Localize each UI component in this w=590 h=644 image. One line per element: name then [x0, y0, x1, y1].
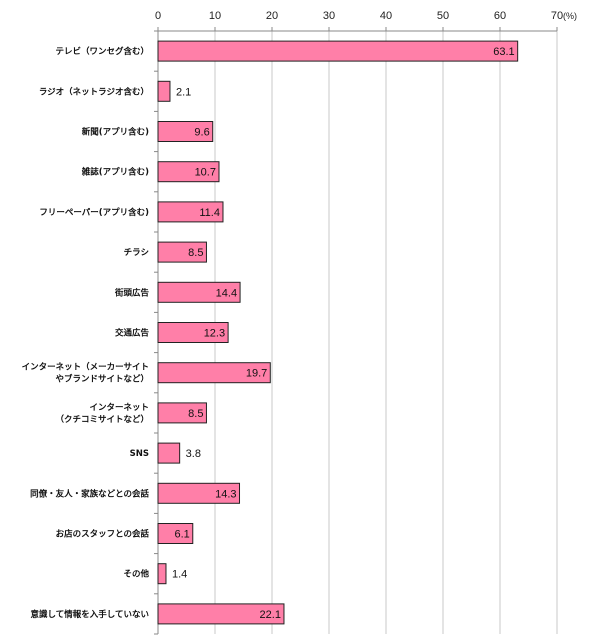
category-label-line: インターネット	[89, 402, 149, 413]
x-tick-label: 0	[155, 10, 161, 22]
category-label-line: 同僚・友人・家族などとの会話	[30, 488, 149, 499]
value-label: 6.1	[174, 529, 189, 541]
value-label: 22.1	[260, 609, 281, 621]
bar	[157, 241, 207, 263]
x-tick-label: 10	[209, 10, 221, 22]
bar	[157, 523, 194, 544]
category-label-line: お店のスタッフとの会話	[56, 529, 150, 540]
value-label: 14.4	[216, 287, 237, 299]
category-labels: テレビ（ワンセグ含む） ラジオ（ネットラジオ含む） 新聞(アプリ含む) 雑誌(アプリ含…	[22, 46, 150, 620]
value-label: 14.3	[215, 488, 236, 500]
category-label: フリーペーパー(アプリ含む)	[39, 207, 149, 218]
category-label-line: 交通広告	[115, 328, 150, 339]
category-label-line: SNS	[130, 449, 149, 459]
category-label-line: 街頭広告	[114, 287, 150, 298]
category-label-line: （クチコミサイトなど）	[55, 414, 149, 425]
category-label: 新聞(アプリ含む)	[82, 127, 149, 138]
category-label-line: チラシ	[124, 248, 149, 258]
value-label: 19.7	[246, 368, 267, 380]
value-label: 8.5	[188, 408, 203, 420]
bar	[157, 482, 241, 504]
x-tick-label: 30	[323, 10, 335, 22]
bar	[157, 201, 224, 223]
bar	[157, 80, 171, 102]
value-label: 10.7	[195, 167, 216, 179]
bar	[157, 603, 285, 625]
bar	[157, 402, 207, 424]
category-label: SNS	[130, 449, 149, 459]
gridlines	[214, 31, 558, 634]
category-label: 雑誌(アプリ含む)	[81, 167, 149, 178]
value-label: 2.1	[176, 86, 191, 98]
unit-label: (%)	[563, 11, 577, 21]
bars	[157, 40, 519, 625]
value-label: 11.4	[199, 207, 220, 219]
category-label: 意識して情報を入手していない	[31, 609, 150, 620]
value-labels: 63.1 2.1 9.6 10.7 11.4 8.5 14.4 12.3 19.7 8.5 3.8 1…	[172, 46, 515, 621]
value-label: 3.8	[186, 448, 201, 460]
category-label: インターネット（クチコミサイトなど）	[55, 402, 149, 425]
category-label-line: その他	[123, 569, 149, 580]
x-tick-label: 50	[437, 10, 449, 22]
bar	[157, 161, 220, 183]
category-label: お店のスタッフとの会話	[56, 529, 150, 540]
x-tick-label: 60	[494, 10, 506, 22]
bar	[157, 563, 167, 585]
category-label: 街頭広告	[114, 287, 150, 298]
category-label: ラジオ（ネットラジオ含む）	[39, 86, 149, 97]
category-label-line: テレビ（ワンセグ含む）	[55, 46, 149, 57]
bar	[157, 362, 271, 384]
category-label: 交通広告	[115, 328, 150, 339]
category-label-line: 意識して情報を入手していない	[31, 609, 150, 620]
x-tick-label: 20	[266, 10, 278, 22]
x-tick-label: 40	[380, 10, 392, 22]
bar	[157, 121, 214, 142]
bar	[157, 281, 241, 303]
bar	[157, 40, 519, 62]
bar	[157, 322, 229, 343]
value-label: 8.5	[188, 247, 203, 259]
value-label: 1.4	[172, 569, 187, 581]
category-label-line: 雑誌(アプリ含む)	[81, 167, 149, 178]
value-label: 9.6	[194, 127, 209, 139]
category-label-line: インターネット（メーカーサイト	[22, 362, 149, 373]
category-label: チラシ	[124, 248, 149, 258]
category-label-line: ラジオ（ネットラジオ含む）	[39, 86, 149, 97]
x-tick-label: 70	[551, 10, 563, 22]
category-label: テレビ（ワンセグ含む）	[55, 46, 149, 57]
value-label: 12.3	[204, 328, 225, 340]
value-label: 63.1	[493, 46, 514, 58]
category-label: その他	[123, 569, 149, 580]
category-label-line: やブランドサイトなど）	[55, 374, 149, 385]
x-tick-labels: 0 10 20 30 40 50 60 70	[155, 10, 563, 22]
category-label: 同僚・友人・家族などとの会話	[30, 488, 149, 499]
category-label: インターネット（メーカーサイトやブランドサイトなど）	[22, 362, 149, 385]
bar	[157, 442, 181, 464]
category-label-line: 新聞(アプリ含む)	[82, 127, 149, 138]
category-label-line: フリーペーパー(アプリ含む)	[39, 207, 149, 218]
